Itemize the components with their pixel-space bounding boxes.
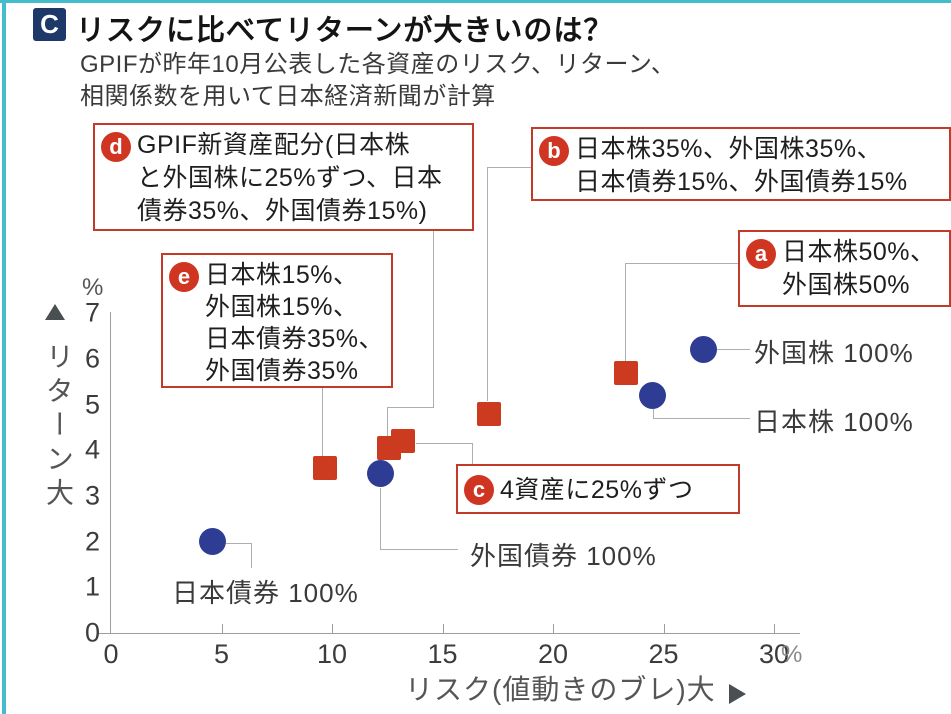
data-point-e (313, 456, 338, 481)
y-tick-1: 1 (84, 571, 100, 602)
x-tick-20: 20 (537, 639, 569, 669)
connector-b-1 (487, 167, 531, 168)
y-tick-2: 2 (84, 526, 100, 557)
annotation-d-line1: GPIF新資産配分(日本株 (137, 131, 411, 159)
annotation-a-line1: 日本株50%、 (782, 238, 936, 266)
y-axis-title: リターン大 (43, 342, 74, 512)
right-arrow-icon (729, 684, 746, 704)
connector-a-1 (625, 263, 738, 264)
data-point-foreign-stock-100 (689, 336, 717, 364)
y-tick-7: 7 (84, 297, 100, 328)
y-tick-0: 0 (84, 617, 100, 648)
connector-d-3 (387, 407, 388, 436)
data-point-a (613, 360, 638, 385)
connector-foreign-stock-label (716, 349, 750, 350)
x-tick-15: 15 (427, 639, 458, 669)
annotation-badge-a: a (746, 239, 776, 269)
y-tick-4: 4 (84, 434, 100, 465)
annotation-c-line1: 4資産に25%ずつ (500, 476, 694, 504)
x-axis-line (98, 633, 800, 634)
connector-foreign-bond-label-1 (380, 488, 381, 549)
annotation-e-line1: 日本株15%、 (205, 261, 359, 289)
connector-foreign-bond-label-2 (380, 549, 458, 550)
x-tick-0: 0 (103, 639, 119, 669)
data-point-b (476, 401, 501, 426)
subtitle-line-2: 相関係数を用いて日本経済新聞が計算 (80, 83, 496, 110)
x-tickmark-30 (774, 624, 775, 633)
x-tick-25: 25 (648, 639, 679, 669)
connector-c-2 (472, 443, 473, 465)
x-axis-title: リスク(値動きのブレ)大 (405, 674, 716, 705)
subtitle-line-1: GPIFが昨年10月公表した各資産のリスク、リターン、 (80, 51, 676, 78)
point-label-jp-bond: 日本債券 100% (172, 578, 359, 608)
annotation-e-line2: 外国株15%、 (205, 293, 359, 321)
annotation-badge-b: b (539, 136, 569, 166)
connector-a-2 (625, 263, 626, 361)
x-axis-unit: % (781, 641, 803, 668)
connector-b-2 (487, 167, 488, 401)
annotation-e-line3: 日本債券35%、 (205, 325, 385, 353)
x-tickmark-25 (663, 624, 665, 633)
connector-jp-stock-label-1 (653, 409, 654, 418)
connector-jp-bond-label-1 (226, 543, 251, 544)
connector-jp-stock-label-2 (653, 418, 750, 419)
annotation-d-line3: 債券35%、外国債券15%) (137, 197, 428, 225)
point-label-foreign-bond: 外国債券 100% (470, 541, 657, 571)
annotation-box-e: e 日本株15%、 外国株15%、 日本債券35%、 外国債券35% (161, 253, 393, 388)
annotation-a-line2: 外国株50% (782, 271, 911, 299)
x-tick-5: 5 (213, 639, 230, 669)
annotation-box-c: c 4資産に25%ずつ (456, 464, 740, 514)
connector-d-1 (433, 231, 434, 407)
annotation-d-line2: と外国株に25%ずつ、日本 (137, 164, 443, 192)
connector-jp-bond-label-2 (251, 543, 252, 568)
y-axis-line (110, 312, 111, 634)
x-tickmark-20 (553, 624, 554, 633)
point-label-jp-stock: 日本株 100% (754, 407, 914, 437)
data-point-d (377, 435, 402, 460)
annotation-e-line4: 外国債券35% (205, 357, 359, 385)
connector-c-1 (416, 443, 472, 444)
x-tickmark-5 (221, 624, 223, 633)
up-arrow-icon (45, 304, 65, 320)
annotation-box-d: d GPIF新資産配分(日本株 と外国株に25%ずつ、日本 債券35%、外国債券… (93, 123, 474, 231)
x-tickmark-10 (332, 624, 333, 633)
annotation-badge-e: e (169, 262, 199, 292)
annotation-box-b: b 日本株35%、外国株35%、 日本債券15%、外国債券15% (531, 127, 951, 201)
annotation-b-line1: 日本株35%、外国株35%、 (575, 135, 883, 163)
y-tick-6: 6 (84, 343, 100, 374)
data-point-foreign-bond-100 (367, 459, 395, 487)
x-tick-30: 30 (758, 639, 790, 669)
y-tick-3: 3 (84, 480, 100, 511)
scan-border-top (0, 0, 951, 3)
annotation-badge-d: d (101, 132, 131, 162)
scan-border-left (2, 0, 6, 714)
y-tick-5: 5 (84, 389, 100, 419)
x-tickmark-15 (442, 624, 444, 633)
annotation-b-line2: 日本債券15%、外国債券15% (575, 168, 908, 196)
annotation-box-a: a 日本株50%、 外国株50% (738, 230, 951, 307)
data-point-jp-bond-100 (199, 528, 227, 556)
annotation-badge-c: c (464, 475, 494, 505)
page-title: リスクに比べてリターンが大きいのは？ (76, 15, 614, 47)
point-label-foreign-stock: 外国株 100% (754, 338, 914, 368)
connector-d-2 (387, 407, 434, 408)
section-badge: C (33, 8, 66, 41)
data-point-jp-stock-100 (638, 381, 666, 409)
connector-e (322, 388, 323, 457)
y-axis-unit: % (82, 274, 104, 301)
x-tick-10: 10 (316, 639, 348, 669)
